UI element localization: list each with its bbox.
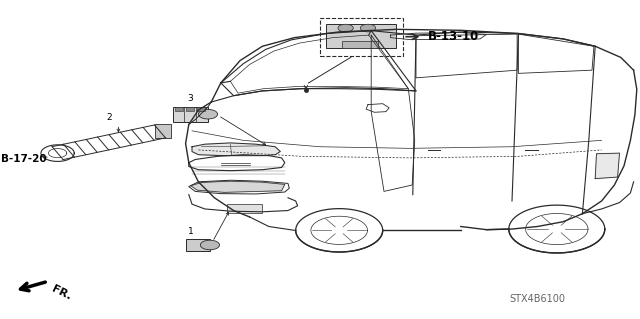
Text: B-13-10: B-13-10 bbox=[428, 30, 479, 43]
Text: 2: 2 bbox=[106, 113, 111, 122]
FancyBboxPatch shape bbox=[155, 124, 171, 138]
Polygon shape bbox=[595, 153, 620, 179]
Text: 1: 1 bbox=[188, 227, 193, 236]
FancyBboxPatch shape bbox=[227, 204, 262, 213]
Text: FR.: FR. bbox=[50, 284, 73, 302]
Text: 3: 3 bbox=[188, 94, 193, 103]
FancyBboxPatch shape bbox=[175, 107, 183, 111]
Bar bbox=[320, 18, 403, 56]
FancyBboxPatch shape bbox=[186, 107, 194, 111]
Text: STX4B6100: STX4B6100 bbox=[509, 294, 566, 304]
Polygon shape bbox=[191, 181, 285, 192]
Polygon shape bbox=[192, 143, 280, 156]
Circle shape bbox=[338, 24, 353, 32]
FancyBboxPatch shape bbox=[342, 41, 378, 48]
Text: B-17-20: B-17-20 bbox=[1, 154, 47, 165]
FancyBboxPatch shape bbox=[197, 107, 205, 111]
FancyBboxPatch shape bbox=[186, 239, 210, 251]
Circle shape bbox=[198, 109, 218, 119]
Circle shape bbox=[360, 24, 376, 32]
FancyBboxPatch shape bbox=[173, 107, 208, 122]
FancyBboxPatch shape bbox=[326, 24, 396, 48]
Circle shape bbox=[200, 240, 220, 250]
